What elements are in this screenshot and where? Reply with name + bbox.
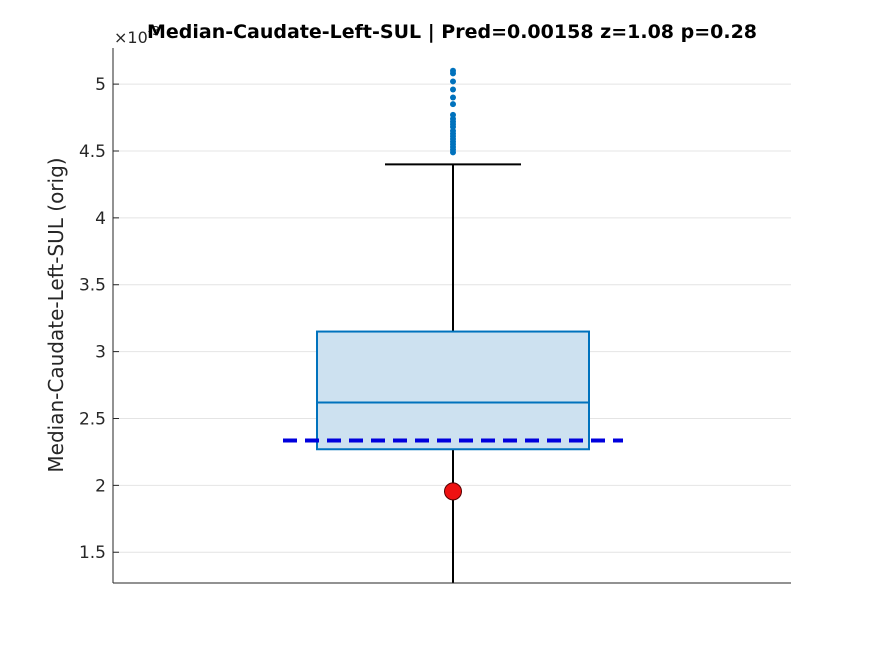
outlier-point [450,86,456,93]
outlier-point [450,94,456,101]
outlier-point [450,67,456,74]
y-tick-label: 2.5 [79,409,106,429]
subject-point [444,482,462,501]
y-axis-label: Median-Caudate-Left-SUL (orig) [44,157,68,472]
outlier-point [450,101,456,108]
y-tick-label: 5 [95,75,106,95]
outlier-point [450,78,456,85]
box-plot [283,67,623,583]
interquartile-box [316,330,590,451]
outlier-point [450,111,456,118]
y-tick-label: 4 [95,209,106,229]
axes [112,48,791,584]
chart-title: Median-Caudate-Left-SUL | Pred=0.00158 z… [147,21,757,43]
y-tick-label: 3 [95,343,106,363]
y-tick-label: 3.5 [79,276,106,296]
y-tick-label: 1.5 [79,543,106,563]
y-tick-label: 4.5 [79,142,106,162]
y-tick-label: 2 [95,476,106,496]
y-exponent-label: ×10-3 [114,24,160,47]
y-tick-labels: 1.5 2 2.5 3 3.5 4 4.5 5 [79,75,106,563]
